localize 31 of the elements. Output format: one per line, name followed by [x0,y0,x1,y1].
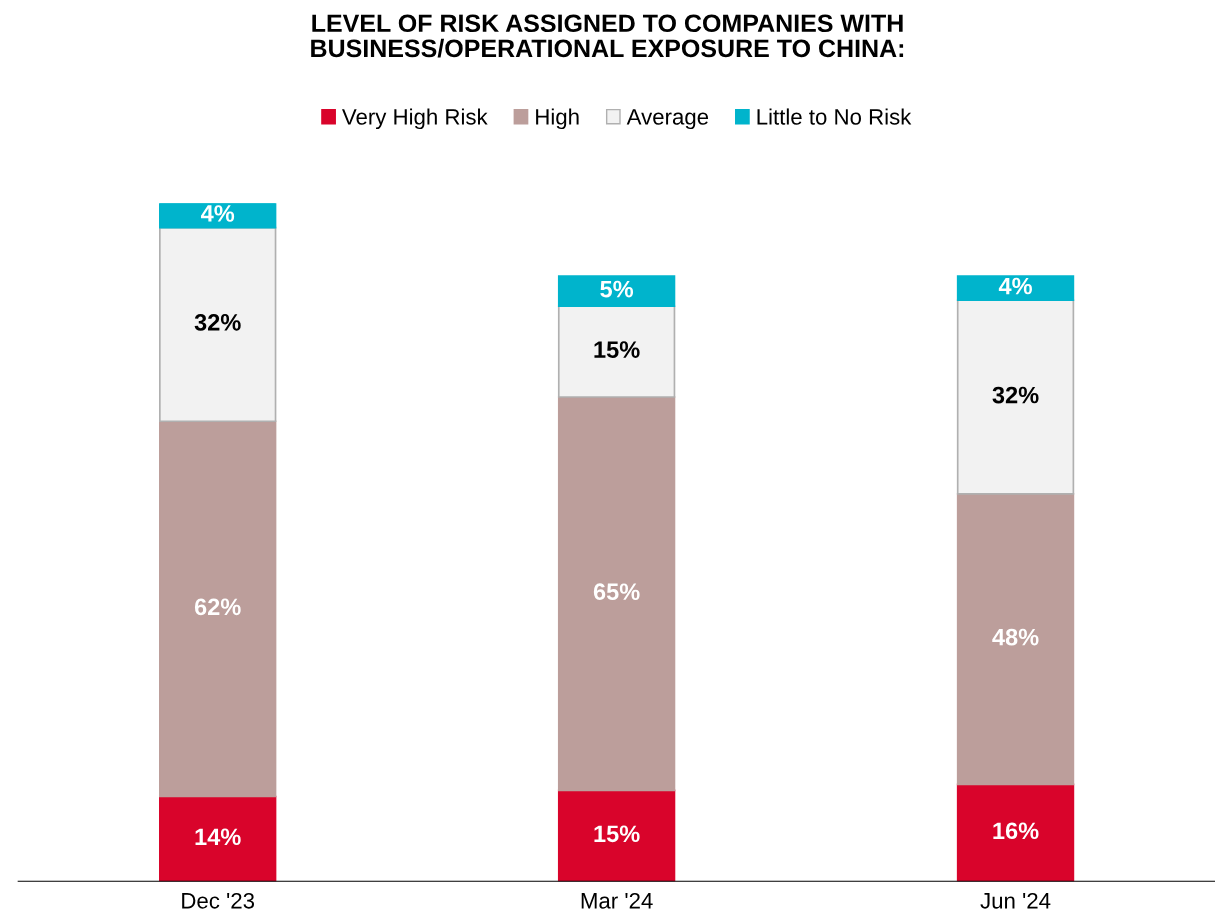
bar [956,275,1075,302]
bar [159,420,277,798]
bar [956,783,1075,882]
bar [159,226,277,423]
data-label: 32% [992,386,1039,404]
data-label: 65% [593,583,640,601]
bar [557,396,676,792]
data-label: 4% [998,277,1032,295]
x-tick-label: Mar '24 [581,892,653,909]
bar [956,299,1075,495]
chart-title: LEVEL OF RISK ASSIGNED TO COMPANIES WITH BUSINESS/OPERATIONAL EXPOSURE TO CHINA: [311,14,904,58]
data-label: 62% [194,598,241,616]
legend-label: Average [626,109,709,130]
bar [557,275,676,308]
legend-label: Little to No Risk [757,108,912,125]
x-tick-label: Dec '23 [182,892,255,909]
data-label: 14% [195,828,241,846]
data-label: 4% [200,205,235,222]
data-label: 15% [594,341,640,358]
x-tick-label: Jun '24 [980,892,1051,909]
data-label: 32% [194,314,241,331]
data-label: 15% [594,825,640,843]
legend-label: High [536,108,579,130]
data-label: 5% [600,280,634,298]
legend-label: Very High Risk [342,108,488,130]
bar [557,789,676,882]
bar [557,305,676,398]
data-label: 48% [992,628,1039,646]
data-label: 16% [993,822,1039,840]
bar [956,493,1075,786]
bar [159,795,277,882]
